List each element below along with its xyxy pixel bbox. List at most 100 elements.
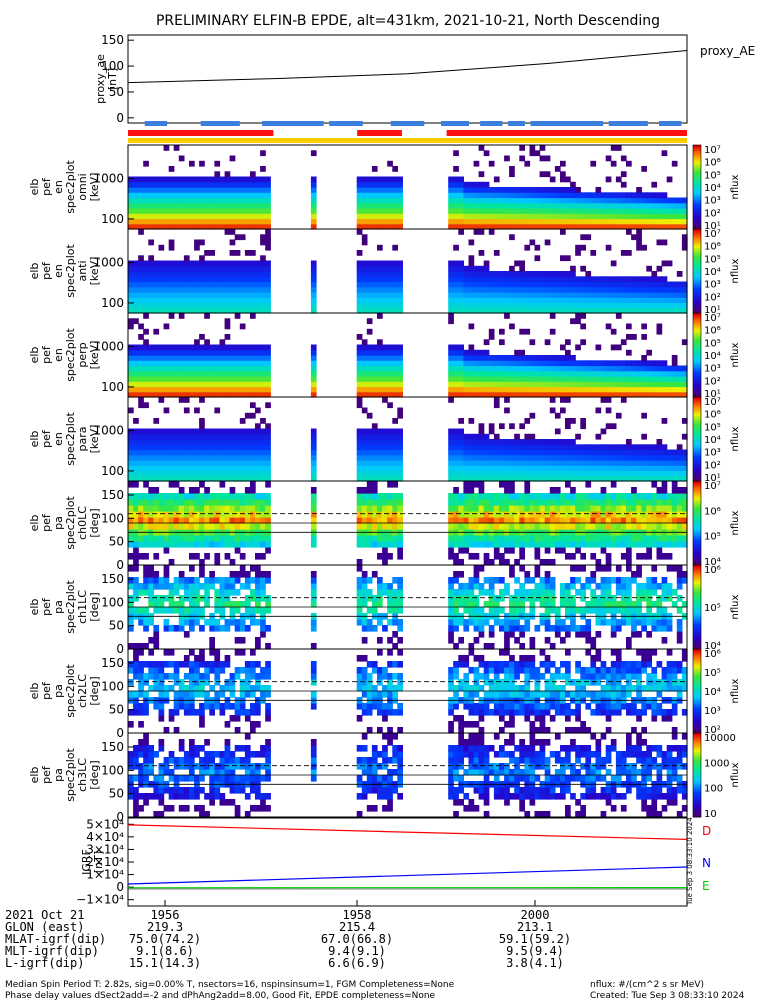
heatmap-cell <box>453 292 459 298</box>
heatmap-cell <box>357 439 363 445</box>
heatmap-cell <box>585 287 591 293</box>
heatmap-cell <box>672 198 678 204</box>
heatmap-cell <box>677 387 683 393</box>
heatmap-cell <box>494 213 500 219</box>
heatmap-cell <box>204 366 210 372</box>
heatmap-cell <box>667 208 673 214</box>
heatmap-cell <box>530 271 536 277</box>
heatmap-cell <box>636 381 642 387</box>
heatmap-cell <box>148 637 154 644</box>
heatmap-cell <box>311 360 317 366</box>
heatmap-cell <box>382 219 388 225</box>
heatmap-cell <box>596 499 602 506</box>
heatmap-cell <box>585 292 591 298</box>
heatmap-cell <box>184 450 190 456</box>
heatmap-cell <box>367 350 373 356</box>
heatmap-cell <box>535 292 541 298</box>
heatmap-cell <box>514 219 520 225</box>
heatmap-cell <box>372 192 378 198</box>
heatmap-cell <box>489 292 495 298</box>
heatmap-cell <box>585 541 591 548</box>
heatmap-cell <box>179 625 185 632</box>
heatmap-cell <box>148 565 154 572</box>
proxy-ae-ytick-label: 0 <box>116 111 124 125</box>
heatmap-cell <box>453 371 459 377</box>
heatmap-cell <box>397 589 403 596</box>
heatmap-cell <box>250 182 256 188</box>
heatmap-cell <box>555 213 561 219</box>
heatmap-cell <box>153 219 159 225</box>
heatmap-cell <box>255 450 261 456</box>
heatmap-cell <box>535 465 541 471</box>
heatmap-cell <box>479 439 485 445</box>
heatmap-cell <box>179 198 185 204</box>
heatmap-cell <box>453 192 459 198</box>
heatmap-cell <box>143 460 149 466</box>
heatmap-cell <box>169 350 175 356</box>
heatmap-cell <box>392 460 398 466</box>
heatmap-cell <box>565 450 571 456</box>
heatmap-cell <box>524 371 530 377</box>
heatmap-cell <box>504 292 510 298</box>
heatmap-cell <box>540 589 546 596</box>
heatmap-cell <box>362 541 368 548</box>
heatmap-cell <box>260 198 266 204</box>
heatmap-cell <box>570 182 576 188</box>
heatmap-cell <box>362 439 368 445</box>
heatmap-cell <box>387 303 393 309</box>
heatmap-cell <box>138 187 144 193</box>
spectrogram-ylabel: elbpefenspec2plotanti[keV] <box>28 244 101 298</box>
heatmap-cell <box>377 376 383 382</box>
heatmap-cell <box>392 418 398 424</box>
heatmap-cell <box>570 371 576 377</box>
heatmap-cell <box>143 219 149 225</box>
heatmap-cell <box>143 381 149 387</box>
heatmap-cell <box>601 547 607 554</box>
heatmap-cell <box>392 589 398 596</box>
heatmap-cell <box>530 292 536 298</box>
heatmap-cell <box>545 541 551 548</box>
heatmap-cell <box>453 345 459 351</box>
heatmap-cell <box>489 282 495 288</box>
heatmap-cell <box>382 208 388 214</box>
heatmap-cell <box>194 505 200 512</box>
heatmap-cell <box>479 229 485 235</box>
heatmap-cell <box>230 583 236 590</box>
heatmap-cell <box>392 595 398 602</box>
heatmap-cell <box>611 387 617 393</box>
heatmap-cell <box>164 360 170 366</box>
heatmap-cell <box>367 444 373 450</box>
heatmap-cell <box>153 631 159 638</box>
heatmap-cell <box>580 234 586 240</box>
heatmap-cell <box>621 505 627 512</box>
heatmap-cell <box>677 376 683 382</box>
heatmap-cell <box>499 203 505 209</box>
heatmap-cell <box>397 471 403 477</box>
heatmap-cell <box>240 355 246 361</box>
heatmap-cell <box>519 203 525 209</box>
heatmap-cell <box>382 192 388 198</box>
heatmap-cell <box>245 571 251 578</box>
heatmap-cell <box>153 465 159 471</box>
heatmap-cell <box>230 156 236 162</box>
heatmap-cell <box>484 271 490 277</box>
heatmap-cell <box>209 571 215 578</box>
heatmap-cell <box>189 583 195 590</box>
heatmap-cell <box>367 261 373 267</box>
heatmap-cell <box>631 334 637 340</box>
heatmap-cell <box>174 429 180 435</box>
heatmap-cell <box>367 455 373 461</box>
heatmap-cell <box>311 345 317 351</box>
heatmap-cell <box>199 360 205 366</box>
heatmap-cell <box>265 499 271 506</box>
heatmap-cell <box>164 565 170 572</box>
heatmap-cell <box>179 345 185 351</box>
heatmap-cell <box>636 523 642 530</box>
heatmap-cell <box>540 198 546 204</box>
heatmap-cell <box>585 276 591 282</box>
heatmap-cell <box>484 150 490 156</box>
heatmap-cell <box>174 387 180 393</box>
heatmap-cell <box>387 402 393 408</box>
heatmap-cell <box>184 541 190 548</box>
heatmap-cell <box>565 481 571 488</box>
